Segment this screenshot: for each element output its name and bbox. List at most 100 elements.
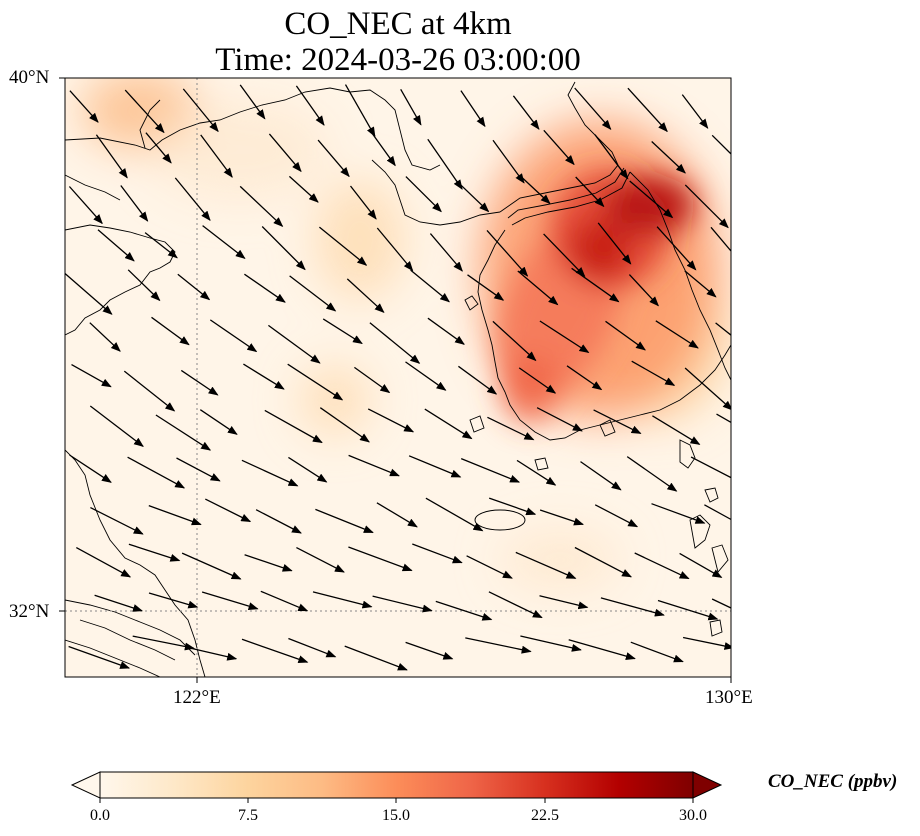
wind-arrow [244,554,293,572]
wind-arrow [682,636,731,650]
wind-arrow [488,497,537,516]
wind-vectors [65,84,731,671]
wind-arrow [574,546,632,578]
wind-arrow [704,504,731,521]
wind-arrow [348,454,400,477]
colorbar [70,771,723,803]
wind-arrow [288,175,319,203]
wind-arrow [651,503,706,524]
wind-arrow [455,179,490,213]
wind-arrow [239,185,284,227]
wind-arrow [405,361,447,391]
wind-arrow [295,85,325,126]
wind-arrow [575,176,605,208]
wind-arrow [626,456,678,492]
wind-arrow [371,132,396,167]
wind-arrow [681,94,709,129]
wind-arrow [346,278,385,313]
wind-arrow [684,367,731,411]
wind-arrow [657,599,719,621]
wind-arrow [520,635,582,652]
wind-arrow [205,498,252,523]
wind-arrow [652,415,701,445]
wind-arrow [201,591,259,611]
wind-arrow [145,132,172,164]
wind-arrow [711,598,731,609]
wind-arrow [90,507,144,535]
wind-arrow [344,645,408,671]
wind-arrow [543,233,586,278]
wind-arrow [151,316,190,346]
map-title-line1: CO_NEC at 4km [284,6,512,42]
wind-arrow [244,273,286,303]
wind-arrow [289,275,337,312]
wind-arrow [435,600,493,621]
wind-arrow [427,317,465,345]
wind-arrow [630,641,684,663]
colorbar-tick-1: 7.5 [238,807,258,824]
wind-arrow [97,229,135,262]
wind-arrow [155,414,212,451]
wind-arrow [425,497,484,532]
wind-arrow [318,226,368,266]
wind-arrow [400,88,422,126]
wind-arrow [261,226,306,271]
wind-arrow [287,363,344,401]
wind-arrow [568,639,636,660]
colorbar-tick-4: 30.0 [679,807,707,824]
colorbar-gradient [99,771,694,799]
wind-arrow [571,267,620,303]
wind-arrow [260,590,309,612]
wind-arrow [95,134,128,179]
wind-arrow [679,552,723,578]
wind-arrow [492,320,537,362]
co-concentration-field [65,78,731,677]
wind-arrow [202,225,246,260]
wind-arrow [123,370,176,412]
wind-arrow [460,457,521,483]
wind-arrow [488,591,543,619]
wind-arrow [349,185,377,220]
wind-arrow [466,555,513,579]
wind-arrow [243,363,285,390]
wind-arrow [412,543,463,564]
wind-arrow [367,408,415,433]
wind-arrow [429,233,463,272]
wind-arrow [241,459,299,487]
wind-arrow [177,273,211,301]
wind-arrow [127,269,161,302]
lat-label-40n: 40°N [9,67,50,88]
wind-arrow [71,364,112,388]
wind-arrow [716,413,731,424]
wind-arrow [144,232,178,259]
wind-arrow [369,322,421,364]
wind-arrow [69,90,99,123]
wind-arrow [543,129,575,166]
colorbar-extend-min [70,771,101,799]
wind-arrow [517,270,559,306]
wind-arrow [408,455,462,478]
wind-arrow [69,454,112,483]
wind-arrow [239,84,266,120]
wind-arrow [651,141,686,174]
wind-arrow [348,546,413,572]
wind-arrow [182,88,219,133]
wind-arrow [372,595,433,613]
wind-arrow [124,89,165,134]
wind-arrow [597,222,632,265]
wind-arrow [521,177,551,205]
wind-arrow [518,367,557,394]
wind-arrow [268,133,302,173]
wind-arrow [594,504,639,528]
wind-arrow [539,320,590,354]
wind-arrow [148,504,202,526]
wind-arrow [655,320,699,349]
wind-arrow [467,274,505,301]
wind-arrow [132,635,195,651]
wind-arrow [516,459,557,486]
wind-arrow [424,408,473,440]
colorbar-tick-3: 22.5 [531,807,559,824]
wind-arrow [487,416,535,441]
colorbar-title: CO_NEC (ppbv) [768,771,898,792]
wind-arrow [209,319,258,353]
